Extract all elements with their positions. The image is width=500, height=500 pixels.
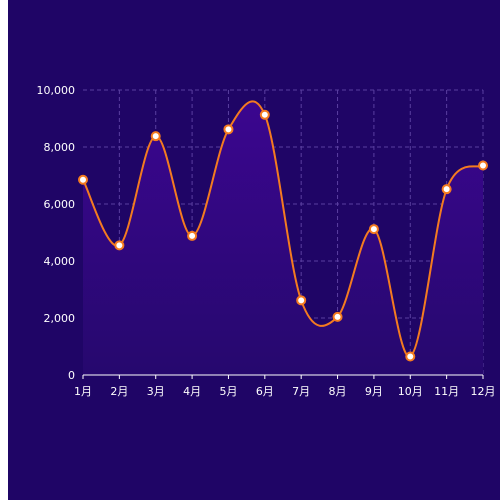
data-point-12 (478, 160, 488, 171)
y-tick-label: 10,000 (37, 84, 76, 97)
x-tick-label: 11月 (434, 385, 459, 398)
y-tick-label: 8,000 (44, 141, 76, 154)
x-tick-label: 3月 (147, 385, 165, 398)
data-points (78, 109, 488, 362)
data-point-7 (296, 295, 307, 306)
data-point-10 (405, 351, 416, 362)
y-axis-tick-labels: 0 2,000 4,000 6,000 8,000 10,000 (37, 84, 76, 382)
y-tick-label: 0 (68, 369, 75, 382)
x-tick-label: 8月 (329, 385, 347, 398)
data-point-5 (223, 124, 234, 135)
data-point-2 (114, 240, 125, 251)
area-fill (83, 101, 483, 375)
y-tick-label: 6,000 (44, 198, 76, 211)
x-tick-label: 10月 (398, 385, 423, 398)
x-axis-tick-labels: 1月 2月 3月 4月 5月 6月 7月 8月 9月 10月 11月 12月 (74, 385, 496, 398)
data-point-3 (150, 131, 161, 142)
x-tick-label: 12月 (471, 385, 496, 398)
y-tick-label: 4,000 (44, 255, 76, 268)
data-point-1 (78, 174, 88, 185)
x-tick-label: 7月 (292, 385, 310, 398)
y-tick-label: 2,000 (44, 312, 76, 325)
x-tick-label: 4月 (183, 385, 201, 398)
data-point-6 (259, 109, 270, 120)
data-point-8 (332, 311, 343, 322)
x-tick-label: 5月 (219, 385, 237, 398)
area-fill-path (83, 101, 483, 375)
data-point-11 (441, 184, 452, 195)
data-point-9 (368, 224, 379, 235)
x-tick-label: 1月 (74, 385, 92, 398)
x-tick-label: 9月 (365, 385, 383, 398)
x-tick-label: 2月 (110, 385, 128, 398)
x-tick-label: 6月 (256, 385, 274, 398)
data-point-4 (187, 230, 198, 241)
axes (82, 374, 484, 379)
